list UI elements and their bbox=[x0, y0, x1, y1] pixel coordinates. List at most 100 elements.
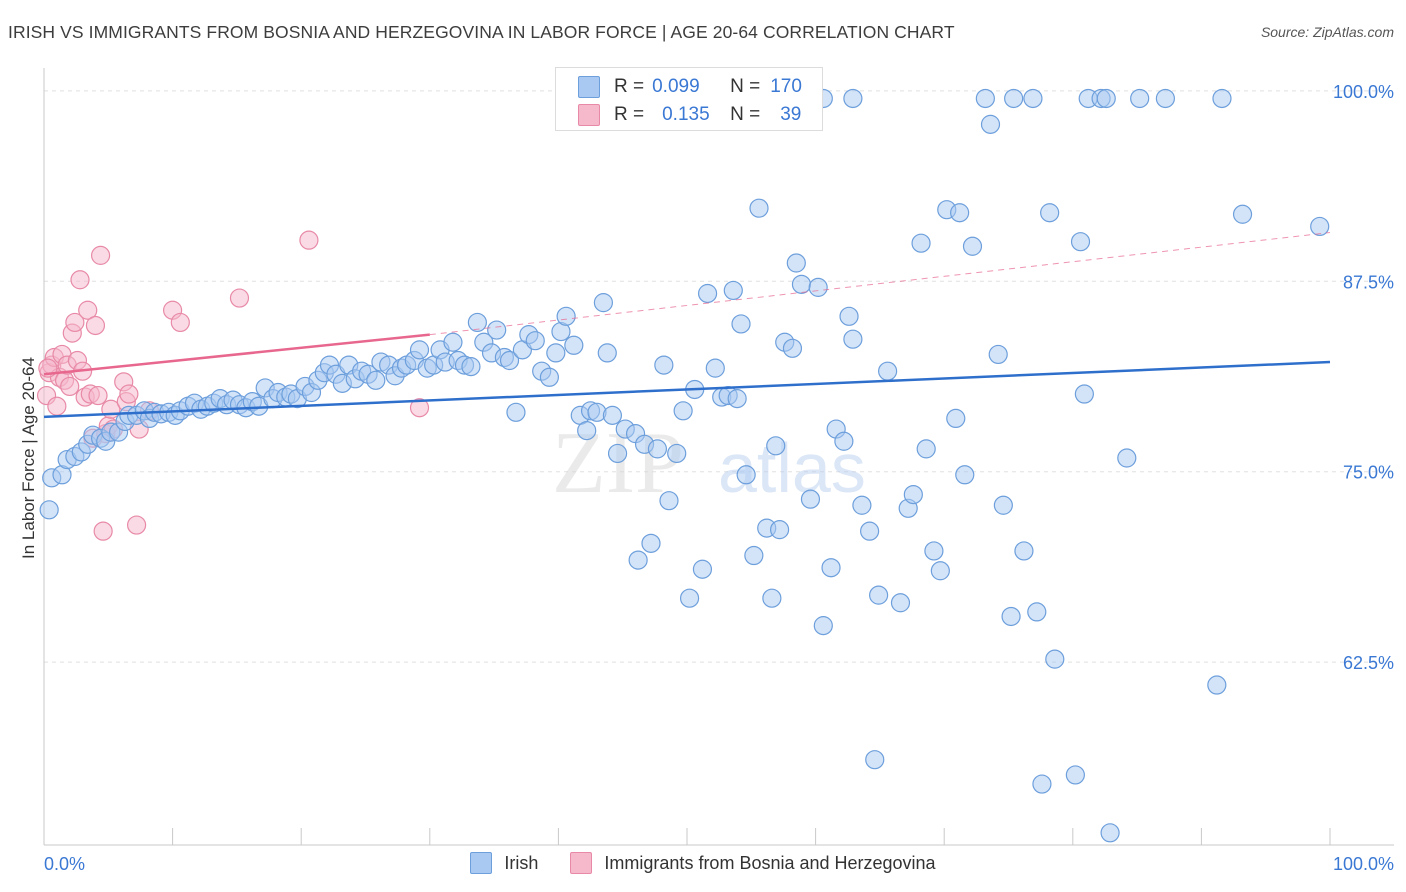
data-point-bosnia bbox=[78, 300, 98, 320]
data-point-irish bbox=[1074, 384, 1094, 404]
data-point-irish bbox=[911, 233, 931, 253]
data-point-irish bbox=[916, 439, 936, 459]
data-point-irish bbox=[869, 585, 889, 605]
data-point-bosnia bbox=[229, 288, 250, 308]
legend-swatch-irish bbox=[470, 852, 493, 874]
data-point-irish bbox=[499, 350, 520, 371]
trend-line-bosnia-extension bbox=[429, 232, 1331, 336]
data-point-irish bbox=[659, 491, 679, 511]
data-point-irish bbox=[673, 401, 693, 421]
y-tick-labels: 62.5% 75.0% 87.5% 100.0% bbox=[1333, 82, 1394, 673]
data-point-irish bbox=[1065, 765, 1085, 785]
data-point-irish bbox=[443, 332, 463, 352]
data-point-bosnia bbox=[65, 312, 85, 333]
y-axis-title: In Labor Force | Age 20-64 bbox=[19, 357, 38, 559]
data-point-irish bbox=[1232, 204, 1253, 224]
data-point-irish bbox=[641, 533, 661, 553]
data-point-irish bbox=[1212, 88, 1232, 109]
data-point-irish bbox=[727, 389, 747, 409]
y-tick-label: 100.0% bbox=[1333, 82, 1394, 102]
data-point-irish bbox=[1027, 602, 1047, 622]
data-point-irish bbox=[705, 358, 725, 378]
data-point-irish bbox=[955, 465, 975, 485]
series-irish-points bbox=[39, 88, 1330, 843]
data-point-irish bbox=[697, 283, 718, 304]
data-point-irish bbox=[1117, 448, 1137, 468]
data-point-irish bbox=[860, 521, 880, 541]
y-tick-label: 87.5% bbox=[1343, 272, 1394, 292]
data-point-irish bbox=[736, 465, 756, 485]
data-point-irish bbox=[834, 431, 854, 451]
data-point-bosnia bbox=[93, 521, 113, 541]
data-point-irish bbox=[988, 344, 1008, 365]
data-point-irish bbox=[1130, 88, 1150, 109]
data-point-irish bbox=[890, 593, 911, 613]
data-point-irish bbox=[813, 616, 833, 636]
data-point-irish bbox=[1023, 88, 1043, 109]
data-point-irish bbox=[602, 405, 623, 425]
data-point-irish bbox=[924, 541, 944, 561]
data-point-irish bbox=[1070, 232, 1091, 252]
data-point-irish bbox=[667, 443, 687, 464]
data-point-irish bbox=[1040, 203, 1060, 223]
data-point-irish bbox=[1032, 774, 1052, 794]
data-point-irish bbox=[865, 750, 885, 770]
legend-item-irish: Irish bbox=[470, 852, 538, 874]
data-point-irish bbox=[467, 312, 487, 333]
y-tick-label: 62.5% bbox=[1343, 653, 1394, 673]
legend-item-bosnia: Immigrants from Bosnia and Herzegovina bbox=[570, 852, 936, 874]
stats-legend: R = 0.099 N = 170 R = 0.135 N = 39 bbox=[555, 67, 823, 131]
legend-r-label: R = bbox=[614, 104, 645, 125]
legend-r-value-irish: 0.099 bbox=[652, 76, 700, 97]
data-point-irish bbox=[903, 484, 923, 505]
data-point-irish bbox=[556, 306, 576, 326]
data-point-irish bbox=[762, 588, 782, 608]
data-point-irish bbox=[766, 436, 786, 456]
legend-n-value-bosnia: 39 bbox=[780, 104, 802, 125]
x-tick-labels: 0.0% 100.0% bbox=[44, 854, 1394, 874]
x-tick-label-max: 100.0% bbox=[1333, 854, 1394, 874]
data-point-irish bbox=[731, 314, 751, 334]
data-point-irish bbox=[1004, 88, 1024, 109]
data-point-irish bbox=[1001, 606, 1021, 627]
legend-row-bosnia: R = 0.135 N = 39 bbox=[578, 101, 801, 129]
trend-lines bbox=[43, 232, 1331, 419]
data-point-irish bbox=[962, 236, 983, 256]
data-point-irish bbox=[487, 320, 507, 340]
data-point-irish bbox=[744, 545, 764, 566]
data-point-irish bbox=[1310, 216, 1330, 237]
data-point-bosnia bbox=[88, 385, 108, 406]
x-tick-label-min: 0.0% bbox=[44, 854, 85, 874]
chart-source: Source: ZipAtlas.com bbox=[1260, 24, 1394, 40]
axes bbox=[43, 68, 1394, 846]
legend-swatch-bosnia bbox=[578, 104, 600, 126]
data-point-irish bbox=[1045, 649, 1065, 669]
data-point-irish bbox=[791, 274, 812, 294]
data-point-bosnia bbox=[70, 270, 90, 290]
trend-line-irish bbox=[43, 360, 1331, 419]
data-point-irish bbox=[800, 489, 821, 509]
data-point-irish bbox=[1207, 675, 1227, 695]
data-point-irish bbox=[692, 559, 713, 579]
data-point-irish bbox=[577, 421, 597, 441]
data-point-irish bbox=[852, 495, 872, 515]
data-point-irish bbox=[539, 367, 559, 387]
data-point-irish bbox=[843, 329, 863, 349]
data-point-irish bbox=[769, 520, 790, 540]
data-point-irish bbox=[597, 343, 617, 363]
data-point-irish bbox=[993, 495, 1013, 515]
data-point-irish bbox=[654, 355, 674, 375]
legend-swatch-bosnia bbox=[570, 852, 593, 874]
data-point-irish bbox=[786, 253, 806, 273]
data-point-bosnia bbox=[126, 515, 147, 535]
data-point-irish bbox=[749, 198, 769, 218]
data-point-irish bbox=[366, 370, 386, 390]
data-point-bosnia bbox=[409, 398, 430, 418]
legend-r-value-bosnia: 0.135 bbox=[662, 104, 710, 125]
legend-swatch-irish bbox=[578, 76, 600, 98]
y-tick-label: 75.0% bbox=[1343, 463, 1394, 483]
data-point-irish bbox=[946, 408, 966, 429]
x-ticks bbox=[172, 828, 1331, 845]
data-point-irish bbox=[839, 306, 859, 326]
